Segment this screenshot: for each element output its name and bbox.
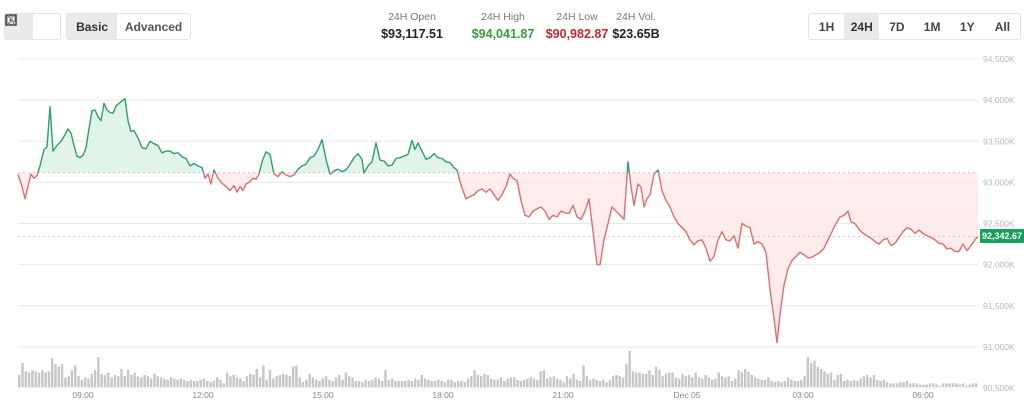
stats-bar: 24H Open $93,117.51 24H High $94,041.87 … bbox=[0, 11, 1024, 45]
stat-label: 24H High bbox=[481, 11, 525, 23]
stat-label: 24H Open bbox=[388, 11, 436, 23]
price-line-up bbox=[37, 97, 660, 173]
volume-bars bbox=[18, 351, 978, 387]
price-area-up bbox=[37, 98, 659, 173]
range-1y-button[interactable]: 1Y bbox=[959, 19, 975, 34]
price-line-down bbox=[17, 172, 979, 344]
price-area-down bbox=[18, 172, 978, 343]
view-mode-toggle: Basic Advanced bbox=[66, 13, 191, 40]
candlestick-icon bbox=[6, 14, 16, 26]
price-chart-canvas[interactable]: 94,500K 94,000K 93,500K 93,000K 92,500K 92,00… bbox=[0, 50, 1024, 402]
y-axis-label: 94,500K bbox=[983, 54, 1015, 64]
y-axis-label: 91,500K bbox=[983, 301, 1015, 311]
y-axis-label: 91,000K bbox=[983, 342, 1015, 352]
stat-24h-volume: 24H Vol. $23.65B bbox=[596, 11, 676, 43]
y-axis-label: 93,500K bbox=[983, 136, 1015, 146]
y-axis-label: 93,000K bbox=[983, 177, 1015, 187]
stat-label: 24H Low bbox=[556, 11, 598, 23]
range-all-button[interactable]: All bbox=[994, 19, 1011, 34]
x-axis-label: 18:00 bbox=[432, 390, 454, 400]
stat-24h-high: 24H High $94,041.87 bbox=[458, 11, 548, 43]
basic-mode-button[interactable]: Basic bbox=[67, 14, 118, 39]
time-range-selector: 1H 24H 7D 1M 1Y All bbox=[808, 13, 1021, 40]
range-7d-button[interactable]: 7D bbox=[889, 19, 905, 34]
stat-24h-open: 24H Open $93,117.51 bbox=[367, 11, 457, 43]
current-price-tag: 92,342.67 bbox=[980, 229, 1024, 244]
stat-value: $94,041.87 bbox=[471, 27, 535, 41]
y-axis-label: 90,500K bbox=[983, 383, 1015, 393]
candlestick-chart-button[interactable] bbox=[6, 14, 61, 39]
y-axis-label: 92,000K bbox=[983, 260, 1015, 270]
x-axis-label: 03:00 bbox=[792, 390, 814, 400]
range-24h-button[interactable]: 24H bbox=[844, 14, 880, 39]
chart-type-toggle bbox=[4, 13, 61, 40]
range-1h-button[interactable]: 1H bbox=[818, 19, 835, 34]
stat-value: $23.65B bbox=[612, 27, 660, 41]
stat-label: 24H Vol. bbox=[616, 11, 656, 23]
stat-24h-low: 24H Low $90,982.87 bbox=[532, 11, 622, 43]
stat-value: $93,117.51 bbox=[381, 27, 443, 41]
stat-value: $90,982.87 bbox=[545, 27, 609, 41]
x-axis-label: 12:00 bbox=[192, 390, 214, 400]
advanced-mode-button[interactable]: Advanced bbox=[124, 19, 183, 34]
x-axis-label: 21:00 bbox=[552, 390, 574, 400]
x-axis-label: 15:00 bbox=[312, 390, 334, 400]
price-chart[interactable]: 94,500K 94,000K 93,500K 93,000K 92,500K 92,00… bbox=[0, 50, 1024, 402]
x-axis-label: 09:00 bbox=[72, 390, 94, 400]
y-axis-label: 94,000K bbox=[983, 95, 1015, 105]
y-axis-label: 92,500K bbox=[983, 219, 1015, 229]
x-axis-label: 06:00 bbox=[912, 390, 934, 400]
x-axis-label: Dec 05 bbox=[674, 390, 701, 400]
range-1m-button[interactable]: 1M bbox=[923, 19, 941, 34]
chart-toolbar: Basic Advanced 24H Open $93,117.51 24H H… bbox=[0, 0, 1024, 50]
